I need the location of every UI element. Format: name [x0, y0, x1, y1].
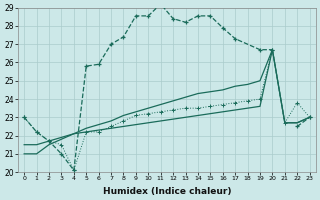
- X-axis label: Humidex (Indice chaleur): Humidex (Indice chaleur): [103, 187, 231, 196]
